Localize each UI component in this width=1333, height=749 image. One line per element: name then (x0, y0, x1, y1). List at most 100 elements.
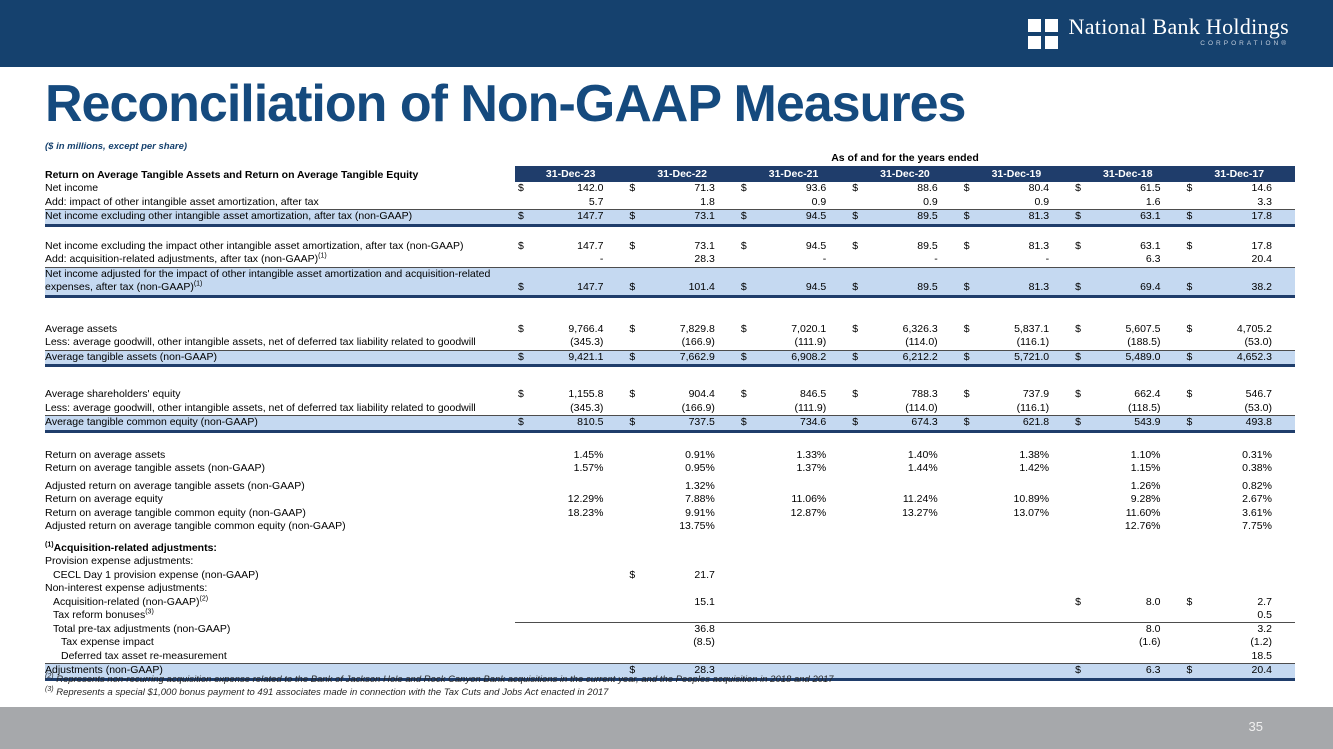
value-cell: $38.2 (1186, 281, 1272, 293)
value-cell (515, 480, 626, 494)
top-banner: National Bank Holdings CORPORATION® (0, 0, 1333, 67)
value-cell: (114.0) (905, 336, 938, 348)
value-cell: - (599, 253, 604, 265)
value-cell: 36.8 (694, 622, 715, 635)
value-cell: $81.3 (963, 239, 1050, 252)
row-label: Add: acquisition-related adjustments, af… (45, 252, 327, 266)
value-cell (849, 623, 960, 637)
value-cell: (188.5) (1127, 336, 1161, 348)
row-label: Tax reform bonuses(3) (53, 608, 154, 622)
value-cell: 7.88% (685, 493, 715, 505)
value-cell: $6,908.2 (740, 350, 827, 363)
value-cell: 3.61% (1242, 506, 1272, 519)
footnotes: (2) Represents non-recurring acquisition… (45, 673, 834, 699)
value-cell: $6.3 (1075, 664, 1161, 676)
value-cell: $80.4 (963, 182, 1050, 194)
value-cell: 1.32% (685, 479, 715, 492)
row-label: Return on average tangible common equity… (45, 506, 306, 519)
value-cell (515, 520, 626, 534)
table-row: Return on average equity 12.29% 7.88% 11.06… (45, 493, 1295, 507)
value-cell: $846.5 (740, 388, 827, 400)
row-label: Adjusted return on average tangible comm… (45, 520, 346, 532)
row-label: Net income excluding other intangible as… (45, 210, 413, 222)
value-cell: (166.9) (681, 401, 715, 414)
value-cell: $737.9 (963, 388, 1050, 400)
value-cell: $17.8 (1186, 239, 1272, 252)
value-cell: $71.3 (629, 182, 715, 194)
value-cell (738, 569, 849, 583)
value-cell: $93.6 (740, 182, 827, 194)
value-cell: (345.3) (570, 401, 604, 414)
value-cell: 0.82% (1242, 479, 1272, 492)
value-cell: 0.38% (1242, 462, 1272, 474)
value-cell: $89.5 (852, 281, 938, 293)
value-cell: (1.2) (1250, 636, 1272, 648)
table-row: Average tangible assets (non-GAAP) $9,421… (45, 349, 1295, 367)
table-row: Net income excluding the impact other in… (45, 240, 1295, 254)
value-cell: 11.24% (902, 493, 938, 505)
value-cell: 11.60% (1125, 506, 1161, 519)
value-cell (849, 480, 960, 494)
table-row: Add: impact of other intangible asset am… (45, 196, 1295, 210)
value-cell: 13.27% (902, 506, 938, 519)
table-header-row: Return on Average Tangible Assets and Re… (45, 166, 1295, 182)
value-cell: $20.4 (1186, 664, 1272, 676)
row-gap (45, 534, 1295, 542)
value-cell (961, 569, 1072, 583)
row-values: $147.7 $73.1 $94.5 $89.5 $81.3 $63.1 $17.8 (515, 210, 1295, 224)
value-cell (1072, 609, 1183, 623)
value-cell (849, 636, 960, 650)
row-label: Net income adjusted for the impact of ot… (45, 267, 491, 294)
value-cell: $21.7 (629, 568, 715, 581)
row-values: 1.32% 1.26% 0.82% (515, 480, 1295, 494)
value-cell (849, 596, 960, 610)
row-label: Add: impact of other intangible asset am… (45, 195, 319, 208)
value-cell: (53.0) (1244, 401, 1272, 414)
table-row: Non-interest expense adjustments: (45, 582, 1295, 596)
value-cell: $6,326.3 (852, 322, 938, 335)
row-gap (45, 367, 1295, 388)
value-cell: $7,662.9 (629, 350, 715, 363)
row-gap (45, 227, 1295, 240)
value-cell: 12.29% (567, 493, 604, 505)
value-cell (961, 520, 1072, 534)
value-cell: $4,705.2 (1186, 322, 1272, 335)
value-cell: 3.2 (1257, 622, 1272, 635)
value-cell: $17.8 (1186, 210, 1272, 222)
value-cell: $81.3 (963, 210, 1050, 222)
table-row: Adjusted return on average tangible asse… (45, 480, 1295, 494)
row-label: Average tangible common equity (non-GAAP… (45, 416, 258, 428)
row-label: Average assets (45, 322, 118, 335)
row-label: Deferred tax asset re-measurement (61, 649, 227, 662)
row-label: Acquisition-related (non-GAAP)(2) (53, 595, 209, 608)
value-cell (1072, 650, 1183, 664)
page-title: Reconciliation of Non-GAAP Measures (45, 75, 966, 133)
value-cell: (1.6) (1138, 636, 1161, 648)
row-label: Net income (45, 182, 99, 194)
row-label: Total pre-tax adjustments (non-GAAP) (53, 622, 231, 635)
value-cell: (111.9) (794, 401, 827, 414)
value-cell: $810.5 (518, 416, 604, 428)
value-cell: 0.9 (811, 195, 827, 208)
value-cell: 0.9 (923, 195, 938, 208)
logo-corporation-label: CORPORATION® (1200, 40, 1289, 48)
value-cell: $63.1 (1075, 239, 1161, 252)
value-cell: 5.7 (588, 195, 604, 208)
row-values: 12.29% 7.88% 11.06% 11.24% 10.89% 9.28% 2.67% (515, 493, 1295, 507)
value-cell (1072, 569, 1183, 583)
value-cell: 9.91% (685, 506, 715, 519)
table-row: Adjusted return on average tangible comm… (45, 520, 1295, 534)
value-cell: $101.4 (629, 281, 715, 293)
row-values: 18.5 (515, 650, 1295, 664)
value-cell: $89.5 (852, 210, 938, 222)
value-cell: 1.40% (907, 448, 938, 461)
value-cell: $94.5 (740, 281, 827, 293)
value-cell: $147.7 (518, 239, 604, 252)
value-cell: $737.5 (629, 416, 715, 428)
value-cell: 1.42% (1019, 462, 1050, 474)
value-cell: (114.0) (905, 401, 938, 414)
value-cell: 0.95% (685, 462, 715, 474)
row-values: $147.7 $101.4 $94.5 $89.5 $81.3 $69.4 $38.2 (515, 281, 1295, 295)
row-label: Return on average equity (45, 493, 163, 505)
value-cell: $9,766.4 (518, 322, 604, 335)
